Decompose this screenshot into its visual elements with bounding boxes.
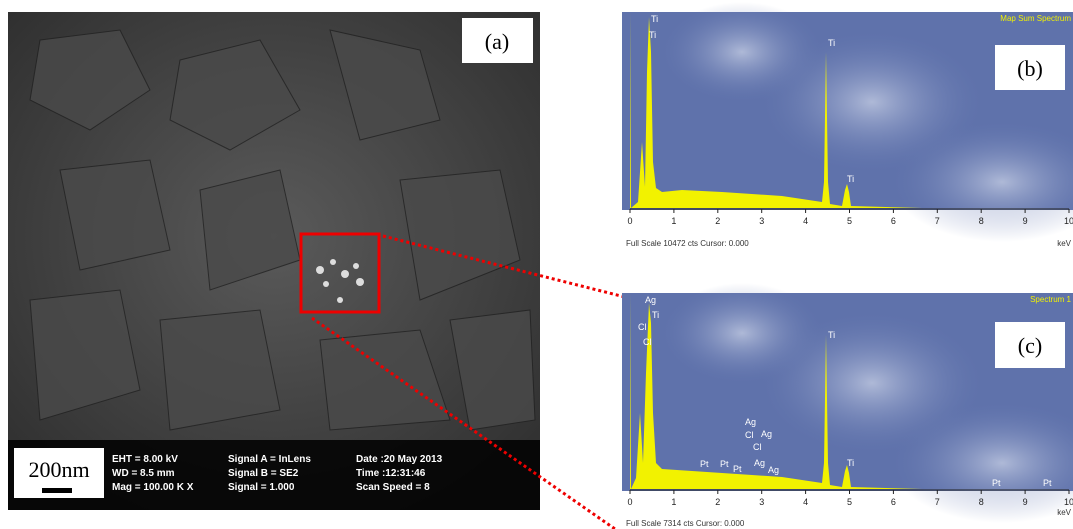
- x-tick-label: 5: [847, 216, 852, 226]
- x-tick-label: 1: [671, 216, 676, 226]
- peak-label: Pt: [733, 464, 742, 474]
- peak-label: Ti: [828, 38, 835, 48]
- peak-label: Cl: [745, 430, 754, 440]
- info-line: Date :20 May 2013: [356, 454, 443, 465]
- panel-label: (a): [485, 29, 509, 54]
- info-line: Scan Speed = 8: [356, 482, 430, 493]
- x-tick-label: 9: [1023, 216, 1028, 226]
- peak-label: Pt: [1043, 478, 1052, 488]
- peak-label: Ti: [651, 14, 658, 24]
- spectrum-title: Map Sum Spectrum: [1000, 14, 1071, 23]
- spectrum-title: Spectrum 1: [1030, 295, 1071, 304]
- x-tick-label: 5: [847, 497, 852, 507]
- panel-label: (c): [1018, 333, 1042, 358]
- info-line: Time :12:31:46: [356, 468, 426, 479]
- spectrum-panel: (c) Spectrum 1 Full Scale 7314 cts Curso…: [622, 283, 1073, 528]
- peak-label: Ti: [847, 174, 854, 184]
- x-tick-label: 10: [1064, 216, 1073, 226]
- peak-label: Ti: [847, 458, 854, 468]
- x-tick-label: 1: [671, 497, 676, 507]
- info-line: Signal B = SE2: [228, 468, 299, 479]
- peak-label: Ag: [768, 465, 779, 475]
- scale-label: 200nm: [28, 457, 89, 482]
- peak-label: Ag: [745, 417, 756, 427]
- x-tick-label: 10: [1064, 497, 1073, 507]
- x-tick-label: 7: [935, 497, 940, 507]
- peak-label: Cl: [753, 442, 762, 452]
- figure: (a) 200nm EHT = 8.00 kV WD = 8.5 mm Mag = …: [0, 0, 1073, 529]
- x-tick-label: 0: [627, 497, 632, 507]
- footer: Full Scale 7314 cts Cursor: 0.000: [626, 519, 745, 528]
- x-tick-label: 4: [803, 497, 808, 507]
- peak-label: Ag: [761, 429, 772, 439]
- peak-label: Pt: [992, 478, 1001, 488]
- peak-label: Cl: [638, 322, 647, 332]
- x-tick-label: 4: [803, 216, 808, 226]
- x-tick-label: 7: [935, 216, 940, 226]
- unit: keV: [1057, 508, 1071, 517]
- x-tick-label: 0: [627, 216, 632, 226]
- x-tick-label: 8: [979, 216, 984, 226]
- peak-label: Ag: [754, 458, 765, 468]
- peak-label: Ti: [828, 330, 835, 340]
- info-line: Mag = 100.00 K X: [112, 482, 194, 493]
- panel-label: (b): [1017, 56, 1043, 81]
- peak-label: Cl: [643, 337, 652, 347]
- x-tick-label: 2: [715, 216, 720, 226]
- sem-panel: (a) 200nm EHT = 8.00 kV WD = 8.5 mm Mag = …: [8, 12, 540, 510]
- x-tick-label: 3: [759, 497, 764, 507]
- peak-label: Ti: [649, 30, 656, 40]
- info-line: Signal = 1.000: [228, 482, 295, 493]
- x-tick-label: 2: [715, 497, 720, 507]
- info-line: WD = 8.5 mm: [112, 468, 175, 479]
- spectrum-panel: (b) Map Sum Spectrum Full Scale 10472 ct…: [622, 2, 1073, 248]
- peak-label: Pt: [720, 459, 729, 469]
- footer: Full Scale 10472 cts Cursor: 0.000: [626, 239, 749, 248]
- x-tick-label: 6: [891, 497, 896, 507]
- info-line: EHT = 8.00 kV: [112, 454, 178, 465]
- x-tick-label: 8: [979, 497, 984, 507]
- unit: keV: [1057, 239, 1071, 248]
- x-tick-label: 3: [759, 216, 764, 226]
- info-line: Signal A = InLens: [228, 454, 311, 465]
- scale-bar: [42, 488, 72, 493]
- x-tick-label: 9: [1023, 497, 1028, 507]
- peak-label: Ag: [645, 295, 656, 305]
- x-tick-label: 6: [891, 216, 896, 226]
- peak-label: Pt: [700, 459, 709, 469]
- info-text: EHT = 8.00 kV WD = 8.5 mm Mag = 100.00 K X…: [112, 454, 443, 493]
- peak-label: Ti: [652, 310, 659, 320]
